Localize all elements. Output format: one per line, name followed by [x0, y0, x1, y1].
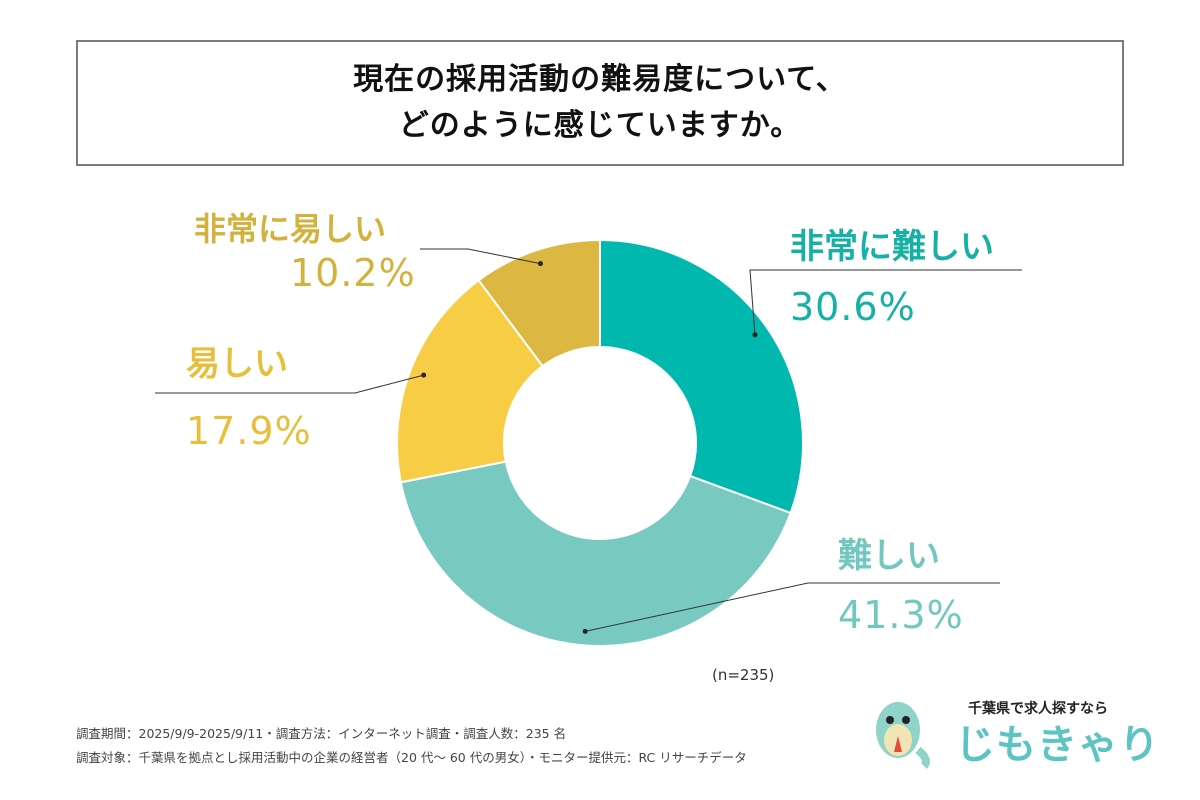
leader-line-3 — [420, 248, 541, 265]
logo-name: じもきゃり — [955, 722, 1160, 768]
slice-0 — [599, 238, 804, 515]
mascot-logo-icon — [876, 702, 930, 769]
slice-value-label-1: 41.3% — [838, 593, 964, 637]
slice-value-label-3: 10.2% — [290, 251, 416, 295]
slice-value-label-0: 30.6% — [790, 285, 916, 329]
sample-size-note: (n=235) — [712, 666, 774, 684]
survey-footer-line-1: 調査期間：2025/9/9-2025/9/11・調査方法：インターネット調査・調… — [76, 726, 567, 741]
slice-label-2: 易しい — [186, 344, 288, 384]
leader-line-2 — [155, 374, 424, 394]
slice-label-0: 非常に難しい — [790, 227, 994, 267]
survey-footer-line-2: 調査対象：千葉県を拠点とし採用活動中の企業の経営者（20 代〜 60 代の男女）… — [76, 750, 747, 765]
slice-2 — [396, 278, 545, 484]
leader-line-1 — [585, 582, 1000, 632]
slice-value-label-2: 17.9% — [186, 409, 312, 453]
slice-label-1: 難しい — [838, 536, 940, 576]
chart-title-box: 現在の採用活動の難易度について、 どのように感じていますか。 — [76, 40, 1124, 166]
slice-1 — [399, 460, 792, 647]
slice-label-3: 非常に易しい — [194, 210, 386, 248]
leader-line-0 — [749, 269, 1022, 335]
logo-tagline: 千葉県で求人探すなら — [968, 701, 1108, 717]
chart-title-line-1: 現在の採用活動の難易度について、 — [353, 62, 847, 97]
slice-3 — [477, 238, 601, 368]
chart-title-line-2: どのように感じていますか。 — [398, 108, 802, 143]
